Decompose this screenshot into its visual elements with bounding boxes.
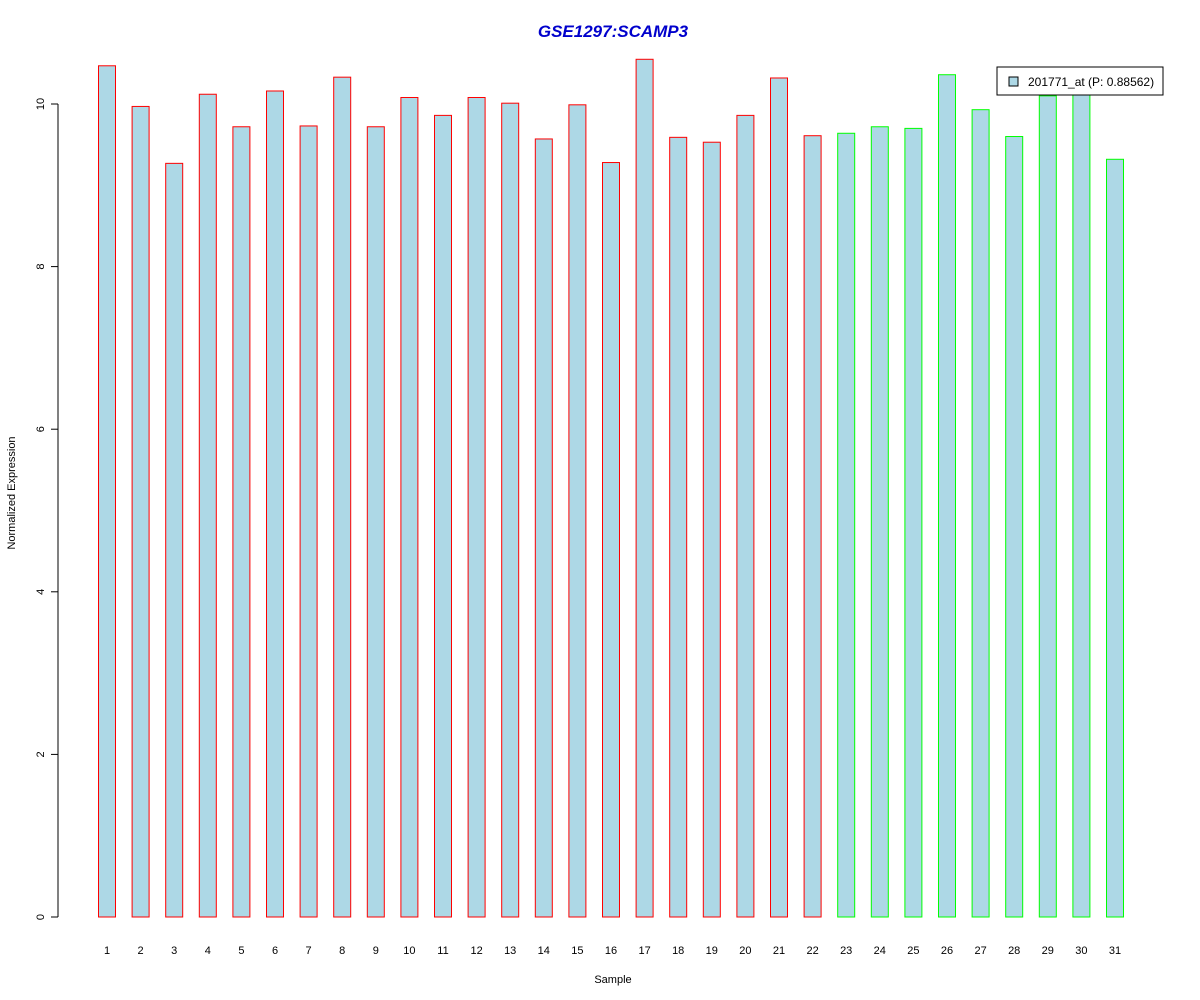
bar-sample-29: [1038, 95, 1057, 918]
x-tick-label: 3: [171, 945, 177, 957]
x-tick-label: 10: [403, 945, 415, 957]
x-tick-label: 1: [104, 945, 110, 957]
bar-sample-4: [198, 93, 217, 918]
bar-sample-5: [232, 126, 251, 918]
x-tick-label: 8: [339, 945, 345, 957]
x-tick-label: 15: [571, 945, 583, 957]
bar-sample-24: [870, 126, 889, 918]
y-axis-label: Normalized Expression: [6, 436, 18, 549]
x-tick-label: 24: [874, 945, 886, 957]
bar-sample-20: [736, 114, 755, 918]
x-tick-label: 29: [1042, 945, 1054, 957]
x-tick-labels: 1 2 3 4 5 6 7 8 9 10 11 12 13 14 15 16 17 18 19 20 21 22 23 24 2…: [104, 945, 1121, 957]
x-tick-label: 31: [1109, 945, 1121, 957]
bar-sample-8: [333, 76, 352, 918]
x-axis-label: Sample: [594, 974, 631, 986]
legend-label: 201771_at (P: 0.88562): [1028, 75, 1154, 89]
x-tick-label: 16: [605, 945, 617, 957]
y-tick-label: 10: [35, 98, 47, 110]
x-tick-label: 4: [205, 945, 211, 957]
bar-sample-12: [467, 96, 486, 918]
bar-sample-22: [803, 135, 822, 918]
bar-sample-7: [299, 125, 318, 918]
legend-swatch: [1008, 76, 1019, 87]
x-tick-label: 14: [538, 945, 550, 957]
bar-sample-1: [98, 65, 116, 918]
bar-sample-27: [971, 109, 990, 918]
bar-sample-14: [534, 138, 553, 918]
chart-title: GSE1297:SCAMP3: [538, 22, 689, 41]
bar-sample-21: [770, 77, 788, 918]
x-tick-label: 22: [806, 945, 818, 957]
bar-sample-30: [1072, 92, 1091, 918]
legend-box: [996, 66, 1164, 96]
legend: 201771_at (P: 0.88562): [996, 66, 1164, 96]
bar-sample-23: [837, 132, 856, 918]
x-tick-label: 28: [1008, 945, 1020, 957]
y-tick-label: 6: [35, 426, 47, 432]
bar-sample-15: [568, 104, 587, 918]
x-tick-label: 18: [672, 945, 684, 957]
bar-sample-31: [1106, 158, 1124, 918]
bar-sample-3: [165, 162, 184, 918]
x-tick-label: 20: [739, 945, 751, 957]
bar-sample-18: [669, 136, 688, 918]
bar-sample-25: [904, 127, 923, 918]
x-tick-label: 26: [941, 945, 953, 957]
bar-sample-28: [1005, 136, 1024, 918]
bar-sample-2: [131, 105, 150, 918]
x-tick-label: 11: [437, 945, 448, 957]
bar-sample-16: [602, 162, 620, 918]
x-tick-label: 7: [306, 945, 312, 957]
x-tick-label: 2: [138, 945, 144, 957]
x-tick-label: 27: [974, 945, 986, 957]
bar-sample-9: [366, 126, 385, 918]
x-tick-label: 30: [1075, 945, 1087, 957]
y-tick-label: 0: [35, 914, 47, 920]
bar-sample-19: [702, 141, 721, 918]
x-tick-label: 6: [272, 945, 278, 957]
bars-group: [98, 58, 1124, 918]
x-tick-label: 19: [706, 945, 718, 957]
bar-sample-10: [400, 96, 419, 918]
y-axis: 0 2 4 6 8 10: [35, 98, 59, 920]
bar-sample-17: [635, 58, 654, 918]
x-tick-label: 12: [470, 945, 482, 957]
x-tick-label: 17: [638, 945, 650, 957]
y-tick-label: 2: [35, 751, 47, 757]
x-tick-label: 5: [238, 945, 244, 957]
x-tick-label: 25: [907, 945, 919, 957]
x-tick-label: 23: [840, 945, 852, 957]
bar-sample-6: [266, 90, 284, 918]
x-tick-label: 9: [373, 945, 379, 957]
bar-sample-11: [434, 114, 452, 918]
bar-sample-26: [938, 74, 956, 918]
x-tick-label: 13: [504, 945, 516, 957]
y-tick-label: 4: [35, 589, 47, 595]
bar-sample-13: [501, 102, 520, 918]
y-tick-label: 8: [35, 264, 47, 270]
x-tick-label: 21: [773, 945, 785, 957]
